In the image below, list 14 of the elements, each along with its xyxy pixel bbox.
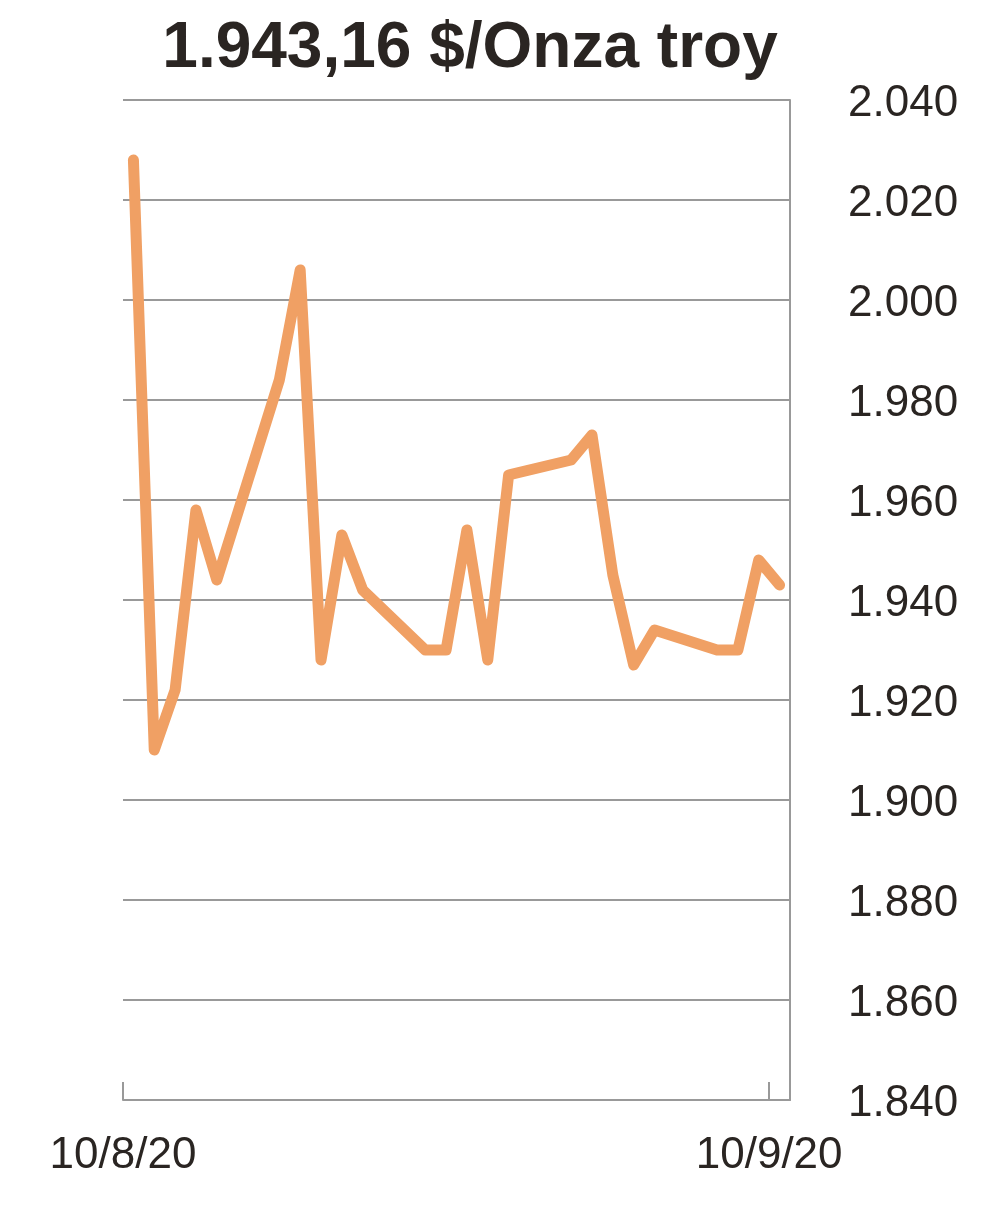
y-tick-label: 1.940 [848, 575, 959, 625]
x-tick-label: 10/9/20 [695, 1127, 843, 1177]
y-tick-label: 1.920 [848, 675, 959, 725]
y-tick-label: 1.900 [848, 775, 959, 825]
y-tick-label: 2.040 [848, 75, 959, 125]
y-tick-label: 1.880 [848, 875, 959, 925]
chart-title: 1.943,16 $/Onza troy [162, 9, 779, 81]
y-tick-label: 1.960 [848, 475, 959, 525]
y-tick-label: 2.020 [848, 175, 959, 225]
y-tick-label: 1.840 [848, 1075, 959, 1125]
x-tick-label: 10/8/20 [49, 1127, 197, 1177]
y-tick-label: 2.000 [848, 275, 959, 325]
y-tick-label: 1.980 [848, 375, 959, 425]
y-tick-label: 1.860 [848, 975, 959, 1025]
